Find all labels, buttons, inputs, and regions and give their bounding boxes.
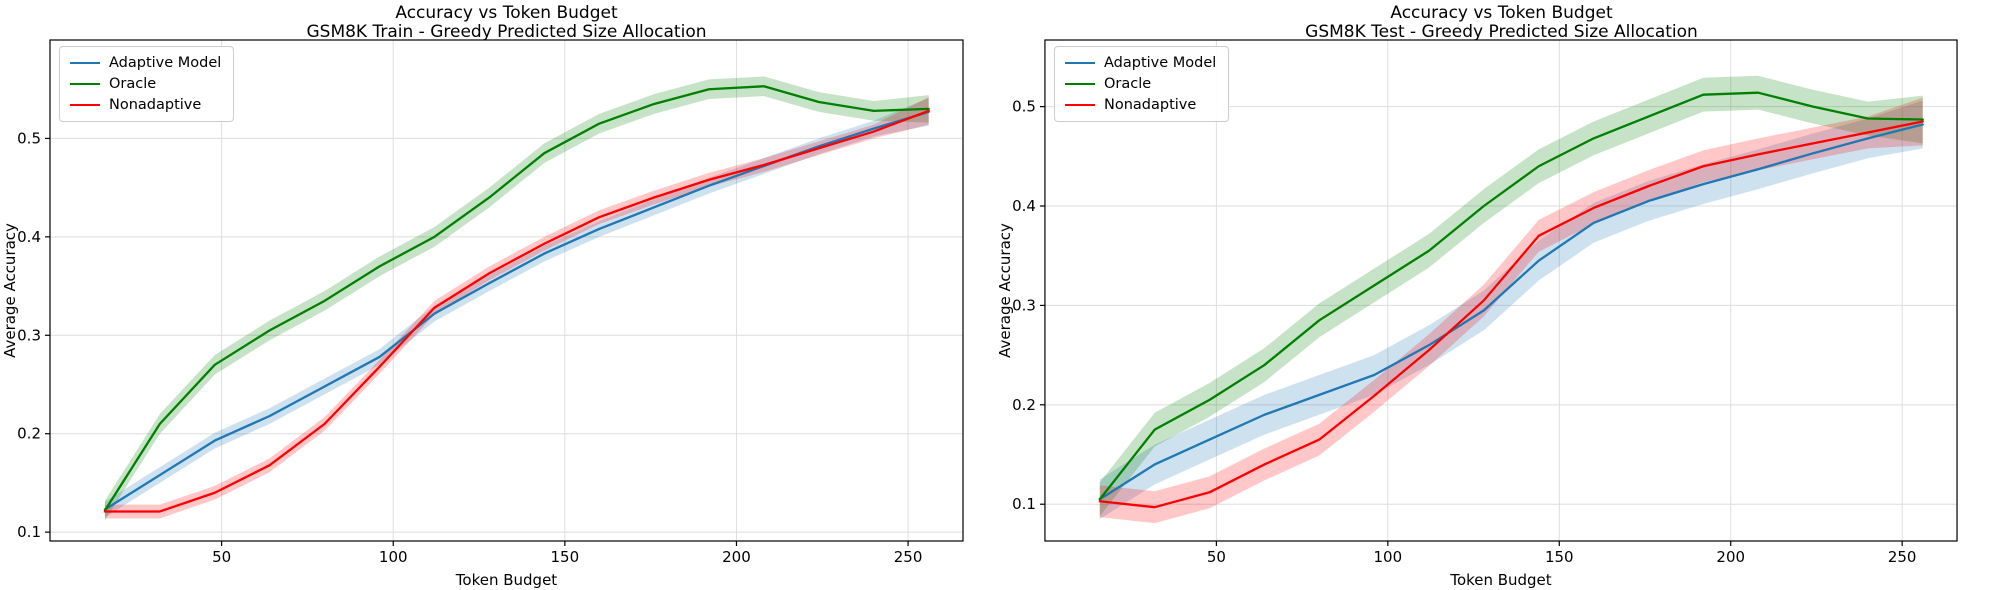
y-tick-label: 0.3 (17, 326, 41, 344)
x-tick-label: 100 (379, 548, 408, 566)
legend-label-oracle: Oracle (109, 76, 157, 92)
test-panel: 50 100 150 200 250 0.1 0.2 0.3 0.4 0.5 Token Budge… (995, 0, 1989, 590)
x-tick-label: 150 (1545, 548, 1574, 566)
series-line-oracle (1098, 91, 1924, 501)
legend-item-nonadaptive: Nonadaptive (1065, 97, 1216, 113)
x-axis-label: Token Budget (1449, 571, 1551, 589)
legend-swatch-nonadaptive (1065, 104, 1095, 106)
x-tick-label: 50 (1207, 548, 1226, 566)
y-tick-label: 0.2 (17, 425, 41, 443)
legend: Adaptive Model Oracle Nonadaptive (1054, 46, 1230, 122)
legend-label-nonadaptive: Nonadaptive (109, 97, 202, 113)
y-axis-label: Average Accuracy (1, 223, 19, 358)
y-tick-label: 0.3 (1012, 296, 1036, 314)
y-tick-label: 0.1 (17, 523, 41, 541)
legend: Adaptive Model Oracle Nonadaptive (59, 46, 235, 122)
confidence-band-nonadaptive (104, 97, 929, 519)
confidence-band-adaptive-model (104, 98, 929, 518)
legend-label-oracle: Oracle (1104, 76, 1152, 92)
x-tick-label: 250 (1888, 548, 1917, 566)
confidence-band-oracle (1099, 75, 1923, 517)
legend-swatch-adaptive-model (1065, 62, 1095, 64)
axes-spines (1044, 39, 1958, 542)
legend-item-oracle: Oracle (70, 76, 221, 92)
series-line-nonadaptive (1098, 120, 1924, 509)
legend-label-adaptive-model: Adaptive Model (1104, 55, 1217, 71)
y-tick-label: 0.4 (1012, 197, 1036, 215)
x-tick-label: 150 (551, 548, 580, 566)
series-line-adaptive-model (1098, 123, 1924, 501)
series-line-oracle (103, 85, 930, 512)
y-tick-label: 0.4 (17, 228, 41, 246)
train-chart-svg: 50 100 150 200 250 0.1 0.2 0.3 0.4 0.5 Token Budge… (1, 39, 964, 589)
train-panel: 50 100 150 200 250 0.1 0.2 0.3 0.4 0.5 Token Budge… (1, 4, 964, 589)
legend-item-adaptive-model: Adaptive Model (1065, 55, 1216, 71)
test-chart-svg: 50 100 150 200 250 0.1 0.2 0.3 0.4 0.5 Token Budge… (996, 39, 1958, 589)
legend-item-oracle: Oracle (1065, 76, 1216, 92)
x-tick-label: 200 (722, 548, 751, 566)
confidence-band-oracle (104, 76, 929, 521)
confidence-band-adaptive-model (1099, 100, 1923, 520)
legend-swatch-nonadaptive (70, 104, 100, 106)
x-tick-label: 250 (894, 548, 923, 566)
legend-label-adaptive-model: Adaptive Model (109, 55, 222, 71)
legend-item-nonadaptive: Nonadaptive (70, 97, 221, 113)
x-tick-label: 50 (212, 548, 231, 566)
y-axis-label: Average Accuracy (996, 223, 1014, 358)
x-tick-label: 200 (1716, 548, 1745, 566)
legend-item-adaptive-model: Adaptive Model (70, 55, 221, 71)
y-tick-label: 0.5 (1012, 98, 1036, 116)
y-tick-label: 0.5 (17, 129, 41, 147)
legend-label-nonadaptive: Nonadaptive (1104, 97, 1197, 113)
confidence-band-nonadaptive (1099, 97, 1923, 524)
legend-swatch-oracle (70, 83, 100, 85)
y-tick-label: 0.1 (1012, 495, 1036, 513)
y-tick-label: 0.2 (1012, 396, 1036, 414)
legend-swatch-oracle (1065, 83, 1095, 85)
legend-swatch-adaptive-model (70, 62, 100, 64)
x-axis-label: Token Budget (455, 571, 558, 589)
series-line-nonadaptive (103, 109, 930, 513)
axes-spines (49, 39, 964, 542)
x-tick-label: 100 (1374, 548, 1403, 566)
